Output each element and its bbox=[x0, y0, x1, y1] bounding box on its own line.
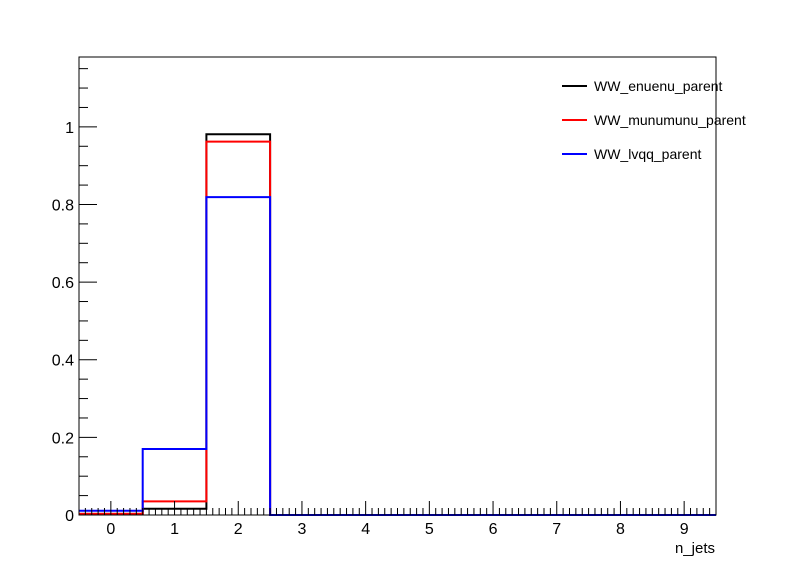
y-tick-label-1: 1 bbox=[65, 120, 74, 137]
y-tick-label-0: 0 bbox=[65, 508, 74, 525]
legend-label: WW_enuenu_parent bbox=[594, 78, 723, 94]
legend-item-WW_munumunu_parent: WW_munumunu_parent bbox=[562, 112, 746, 128]
x-tick-label-2: 2 bbox=[234, 521, 243, 538]
legend: WW_enuenu_parent WW_munumunu_parent WW_lvq… bbox=[562, 78, 746, 162]
legend-label: WW_munumunu_parent bbox=[594, 112, 746, 128]
y-tick-label-0.6: 0.6 bbox=[52, 275, 74, 292]
x-tick-label-5: 5 bbox=[425, 521, 434, 538]
x-tick-labels: 0 1 2 3 4 5 6 7 8 9 bbox=[106, 521, 688, 538]
x-axis-title: n_jets bbox=[675, 540, 715, 557]
x-tick-label-9: 9 bbox=[680, 521, 689, 538]
x-tick-label-3: 3 bbox=[297, 521, 306, 538]
x-tick-label-1: 1 bbox=[170, 521, 179, 538]
y-tick-labels: 0 0.2 0.4 0.6 0.8 1 bbox=[52, 120, 74, 525]
legend-label: WW_lvqq_parent bbox=[594, 146, 701, 162]
legend-item-WW_enuenu_parent: WW_enuenu_parent bbox=[562, 78, 723, 94]
x-tick-label-4: 4 bbox=[361, 521, 370, 538]
y-tick-label-0.2: 0.2 bbox=[52, 430, 74, 447]
legend-item-WW_lvqq_parent: WW_lvqq_parent bbox=[562, 146, 701, 162]
ticks-layer bbox=[78, 68, 717, 516]
x-tick-label-8: 8 bbox=[616, 521, 625, 538]
x-tick-label-7: 7 bbox=[552, 521, 561, 538]
x-tick-label-0: 0 bbox=[106, 521, 115, 538]
y-tick-label-0.8: 0.8 bbox=[52, 197, 74, 214]
y-tick-label-0.4: 0.4 bbox=[52, 353, 74, 370]
x-tick-label-6: 6 bbox=[489, 521, 498, 538]
